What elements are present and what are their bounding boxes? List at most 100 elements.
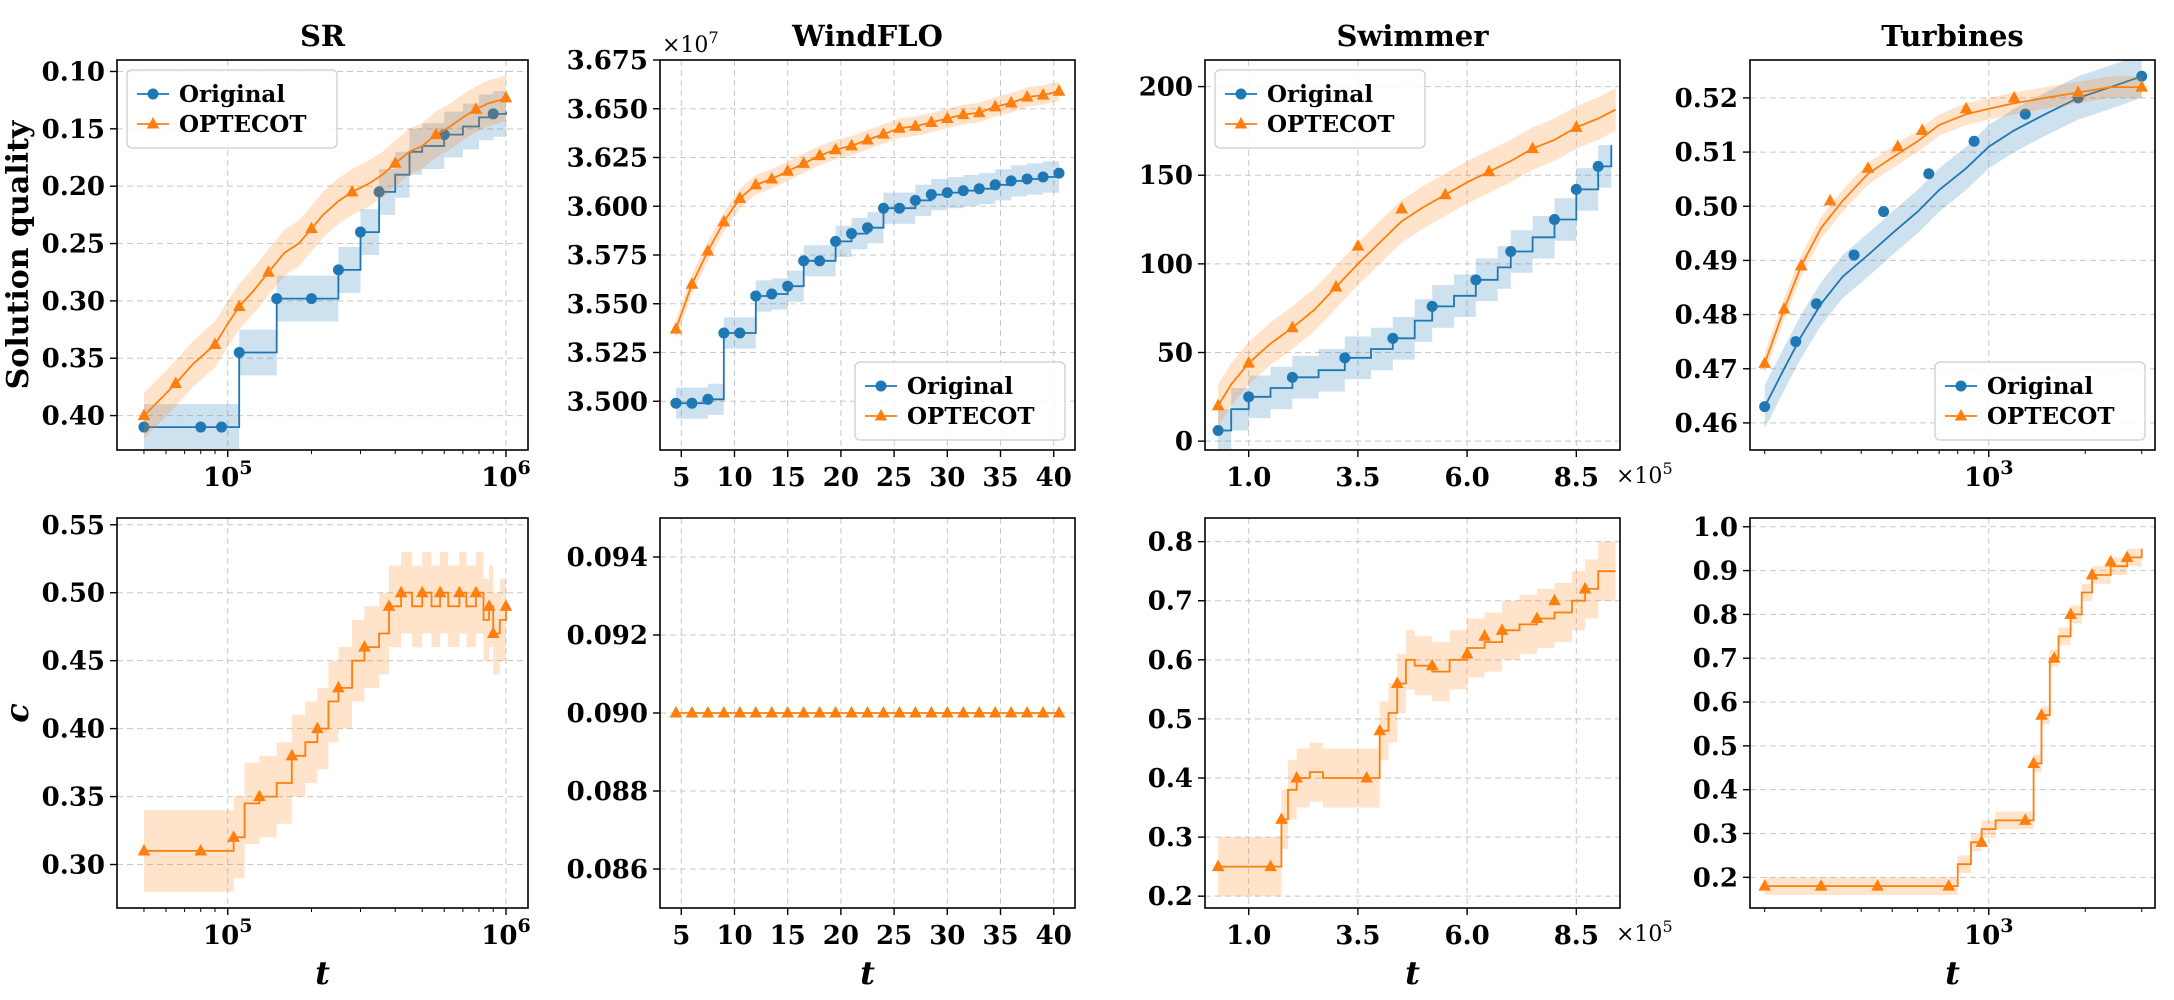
y-tick-label: 0 — [1175, 427, 1193, 457]
point-original — [1878, 206, 1890, 218]
point-original — [1759, 401, 1771, 413]
point-optecot — [988, 99, 1002, 112]
point-optecot — [877, 706, 890, 718]
plot-area — [669, 81, 1066, 419]
y-axis-label: Solution quality — [1, 119, 36, 389]
x-tick-label: 1.0 — [1226, 921, 1271, 951]
point-optecot — [433, 585, 447, 598]
point-original — [2019, 108, 2031, 120]
y-tick-label: 200 — [1139, 73, 1193, 103]
x-tick-label: 1.0 — [1226, 463, 1271, 493]
y-tick-label: 0.49 — [1675, 246, 1738, 276]
point-optecot — [845, 138, 858, 151]
legend-marker — [146, 117, 160, 129]
point-original — [862, 222, 873, 234]
point-optecot — [988, 706, 1002, 718]
y-tick-label: 3.675 — [567, 46, 648, 76]
point-optecot — [893, 121, 906, 133]
point-optecot — [1478, 629, 1491, 641]
y-tick-label: 0.35 — [42, 344, 105, 374]
point-original — [718, 327, 730, 339]
point-optecot — [1211, 398, 1225, 411]
point-optecot — [1758, 879, 1771, 891]
point-original — [989, 179, 1001, 191]
x-tick-label: 20 — [823, 463, 859, 493]
point-optecot — [956, 107, 970, 120]
point-optecot — [1004, 95, 1018, 108]
panel-title: Turbines — [1881, 19, 2023, 53]
point-optecot — [925, 115, 938, 127]
point-original — [686, 397, 698, 409]
panel-windflo-c: 5 10 15 20 25 30 35 40 0.086 0.088 0.090 0.092 0.094… — [567, 517, 1076, 992]
point-optecot — [2120, 550, 2134, 562]
point-optecot — [669, 322, 683, 334]
x-tick-label: 35 — [982, 463, 1018, 493]
point-original — [1005, 175, 1017, 187]
y-tick-label: 0.6 — [1693, 688, 1738, 718]
x-tick-label: 5 — [672, 463, 690, 493]
point-optecot — [845, 706, 858, 718]
plot-area — [1211, 88, 1617, 450]
point-original — [670, 397, 682, 409]
point-original — [957, 185, 969, 197]
point-original — [1387, 332, 1399, 344]
point-optecot — [1578, 581, 1592, 594]
point-optecot — [469, 585, 483, 598]
point-optecot — [1570, 120, 1583, 132]
y-tick-label: 3.600 — [567, 192, 648, 222]
point-optecot — [285, 748, 299, 761]
y-tick-label: 0.3 — [1693, 820, 1738, 850]
legend-box — [126, 69, 338, 149]
band-optecot — [676, 81, 1059, 339]
y-tick-label: 0.094 — [567, 543, 648, 573]
point-optecot — [1020, 90, 1034, 102]
point-original — [216, 421, 228, 433]
point-optecot — [1004, 706, 1018, 718]
point-optecot — [1329, 279, 1343, 292]
point-optecot — [861, 132, 874, 145]
point-original — [830, 235, 842, 247]
point-optecot — [1290, 771, 1304, 783]
point-original — [1848, 249, 1860, 261]
point-optecot — [1264, 859, 1277, 872]
x-tick-label: 40 — [1036, 463, 1072, 493]
point-optecot — [925, 706, 938, 718]
point-optecot — [429, 127, 443, 140]
point-optecot — [701, 244, 715, 256]
point-optecot — [394, 585, 408, 598]
plot-area — [1758, 60, 2149, 429]
y-tick-label: 0.2 — [1148, 882, 1193, 912]
point-optecot — [909, 706, 922, 718]
x-tick-label: 30 — [929, 921, 965, 951]
y-tick-label: 0.20 — [42, 172, 105, 202]
point-optecot — [2027, 756, 2040, 768]
point-optecot — [781, 706, 794, 718]
y-tick-label: 0.090 — [567, 699, 648, 729]
point-optecot — [2007, 90, 2021, 103]
point-optecot — [2047, 651, 2061, 663]
legend-label: OPTECOT — [907, 403, 1034, 430]
point-original — [1243, 391, 1255, 403]
point-optecot — [332, 680, 345, 693]
point-original — [1286, 371, 1298, 383]
y-multiplier: ×107 — [662, 28, 719, 58]
point-optecot — [749, 177, 763, 190]
point-optecot — [765, 706, 779, 718]
point-optecot — [169, 376, 182, 389]
point-original — [877, 202, 889, 214]
point-original — [1470, 274, 1482, 286]
point-optecot — [1891, 139, 1905, 152]
point-optecot — [861, 706, 874, 718]
x-axis-label: t — [860, 954, 875, 992]
point-optecot — [1020, 706, 1034, 718]
point-optecot — [765, 171, 779, 184]
panel-sr-c: 105 106 0.30 0.35 0.40 0.45 0.50 0.55 t c — [0, 511, 531, 992]
point-optecot — [972, 105, 986, 118]
band-original — [144, 88, 506, 450]
y-tick-label: 1.0 — [1693, 513, 1738, 543]
legend-box — [1214, 69, 1426, 149]
x-tick-label: 5 — [672, 921, 690, 951]
point-original — [893, 202, 905, 214]
x-tick-label: 105 — [203, 457, 252, 493]
y-tick-label: 3.625 — [567, 144, 648, 174]
